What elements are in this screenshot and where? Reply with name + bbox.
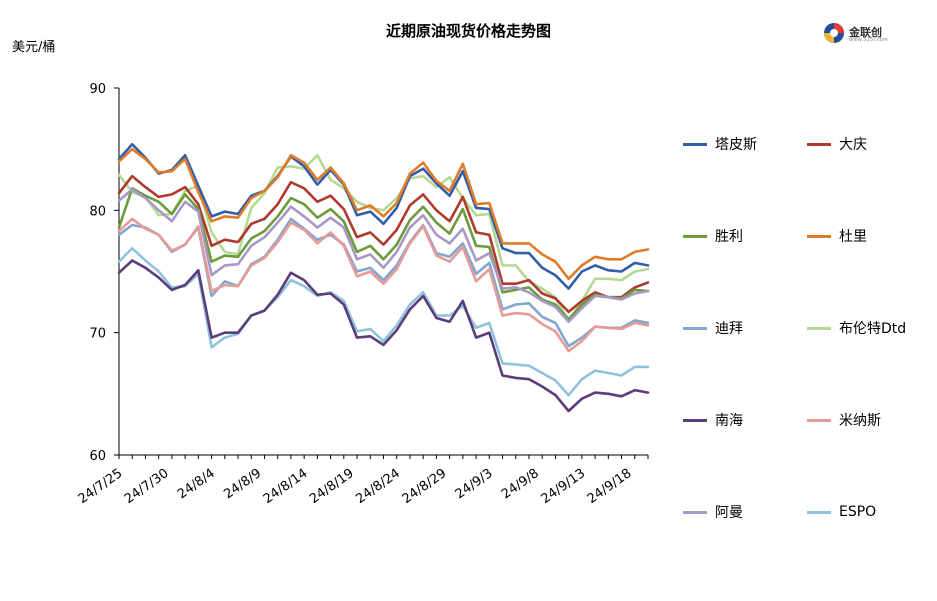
legend-swatch (807, 418, 831, 422)
x-tick-label: 24/9/18 (585, 466, 635, 507)
legend-swatch (683, 510, 707, 514)
y-tick-label: 90 (89, 82, 106, 97)
series-line-0 (117, 143, 650, 290)
legend-swatch (683, 418, 707, 422)
legend-label: 阿曼 (715, 505, 743, 521)
brand-logo: 金联创 www.315i.com (823, 18, 903, 48)
legend-swatch (683, 326, 707, 330)
legend-item: 大庆 (807, 134, 867, 154)
legend-item: 杜里 (807, 226, 867, 246)
series-line-7 (117, 217, 650, 353)
legend-swatch (807, 142, 831, 146)
legend-label: 米纳斯 (839, 413, 881, 429)
series-line-1 (117, 174, 650, 314)
legend-label: 南海 (715, 413, 743, 429)
legend-swatch (807, 326, 831, 330)
logo-text: 金联创 (849, 26, 882, 39)
x-tick-label: 24/7/25 (76, 466, 126, 507)
y-unit-label: 美元/桶 (12, 40, 56, 55)
y-tick-label: 80 (89, 204, 106, 219)
x-tick-label: 24/8/14 (261, 466, 311, 507)
legend-item: 布伦特Dtd (807, 318, 906, 338)
legend-item: 胜利 (683, 226, 743, 246)
legend-item: 迪拜 (683, 318, 743, 338)
series-line-9 (117, 247, 650, 397)
legend-item: 南海 (683, 410, 743, 430)
logo-url: www.315i.com (849, 37, 888, 43)
chart-title: 近期原油现货价格走势图 (385, 22, 551, 40)
legend-swatch (683, 234, 707, 238)
legend-swatch (807, 234, 831, 238)
y-tick-label: 70 (89, 327, 106, 342)
legend-item: 塔皮斯 (683, 134, 757, 154)
logo-mark-icon (824, 23, 844, 43)
legend-item: 阿曼 (683, 502, 743, 522)
legend-swatch (683, 142, 707, 146)
legend-item: 米纳斯 (807, 410, 881, 430)
legend-label: 大庆 (839, 137, 867, 153)
series-line-5 (117, 154, 650, 324)
series-lines (117, 143, 650, 413)
x-tick-label: 24/8/24 (353, 466, 403, 507)
y-tick-label: 60 (89, 449, 106, 464)
x-tick-label: 24/8/19 (307, 466, 357, 507)
x-tick-label: 24/9/8 (499, 466, 542, 502)
legend-label: 杜里 (839, 229, 867, 245)
legend-label: 胜利 (715, 229, 743, 245)
series-line-6 (117, 259, 650, 413)
legend-label: 塔皮斯 (715, 137, 757, 153)
legend-label: ESPO (839, 504, 877, 520)
legend-swatch (807, 510, 831, 514)
x-tick-label: 24/9/13 (539, 466, 589, 507)
legend-label: 迪拜 (715, 321, 743, 337)
x-tick-label: 24/8/9 (221, 466, 264, 502)
x-tick-label: 24/9/3 (453, 466, 496, 502)
x-tick-label: 24/8/4 (175, 466, 218, 502)
x-tick-label: 24/7/30 (122, 466, 172, 507)
x-tick-label: 24/8/29 (400, 466, 450, 507)
legend-label: 布伦特Dtd (839, 321, 907, 337)
series-line-8 (117, 188, 650, 324)
series-line-3 (117, 147, 650, 281)
series-line-2 (117, 187, 650, 321)
legend-item: ESPO (807, 502, 876, 522)
